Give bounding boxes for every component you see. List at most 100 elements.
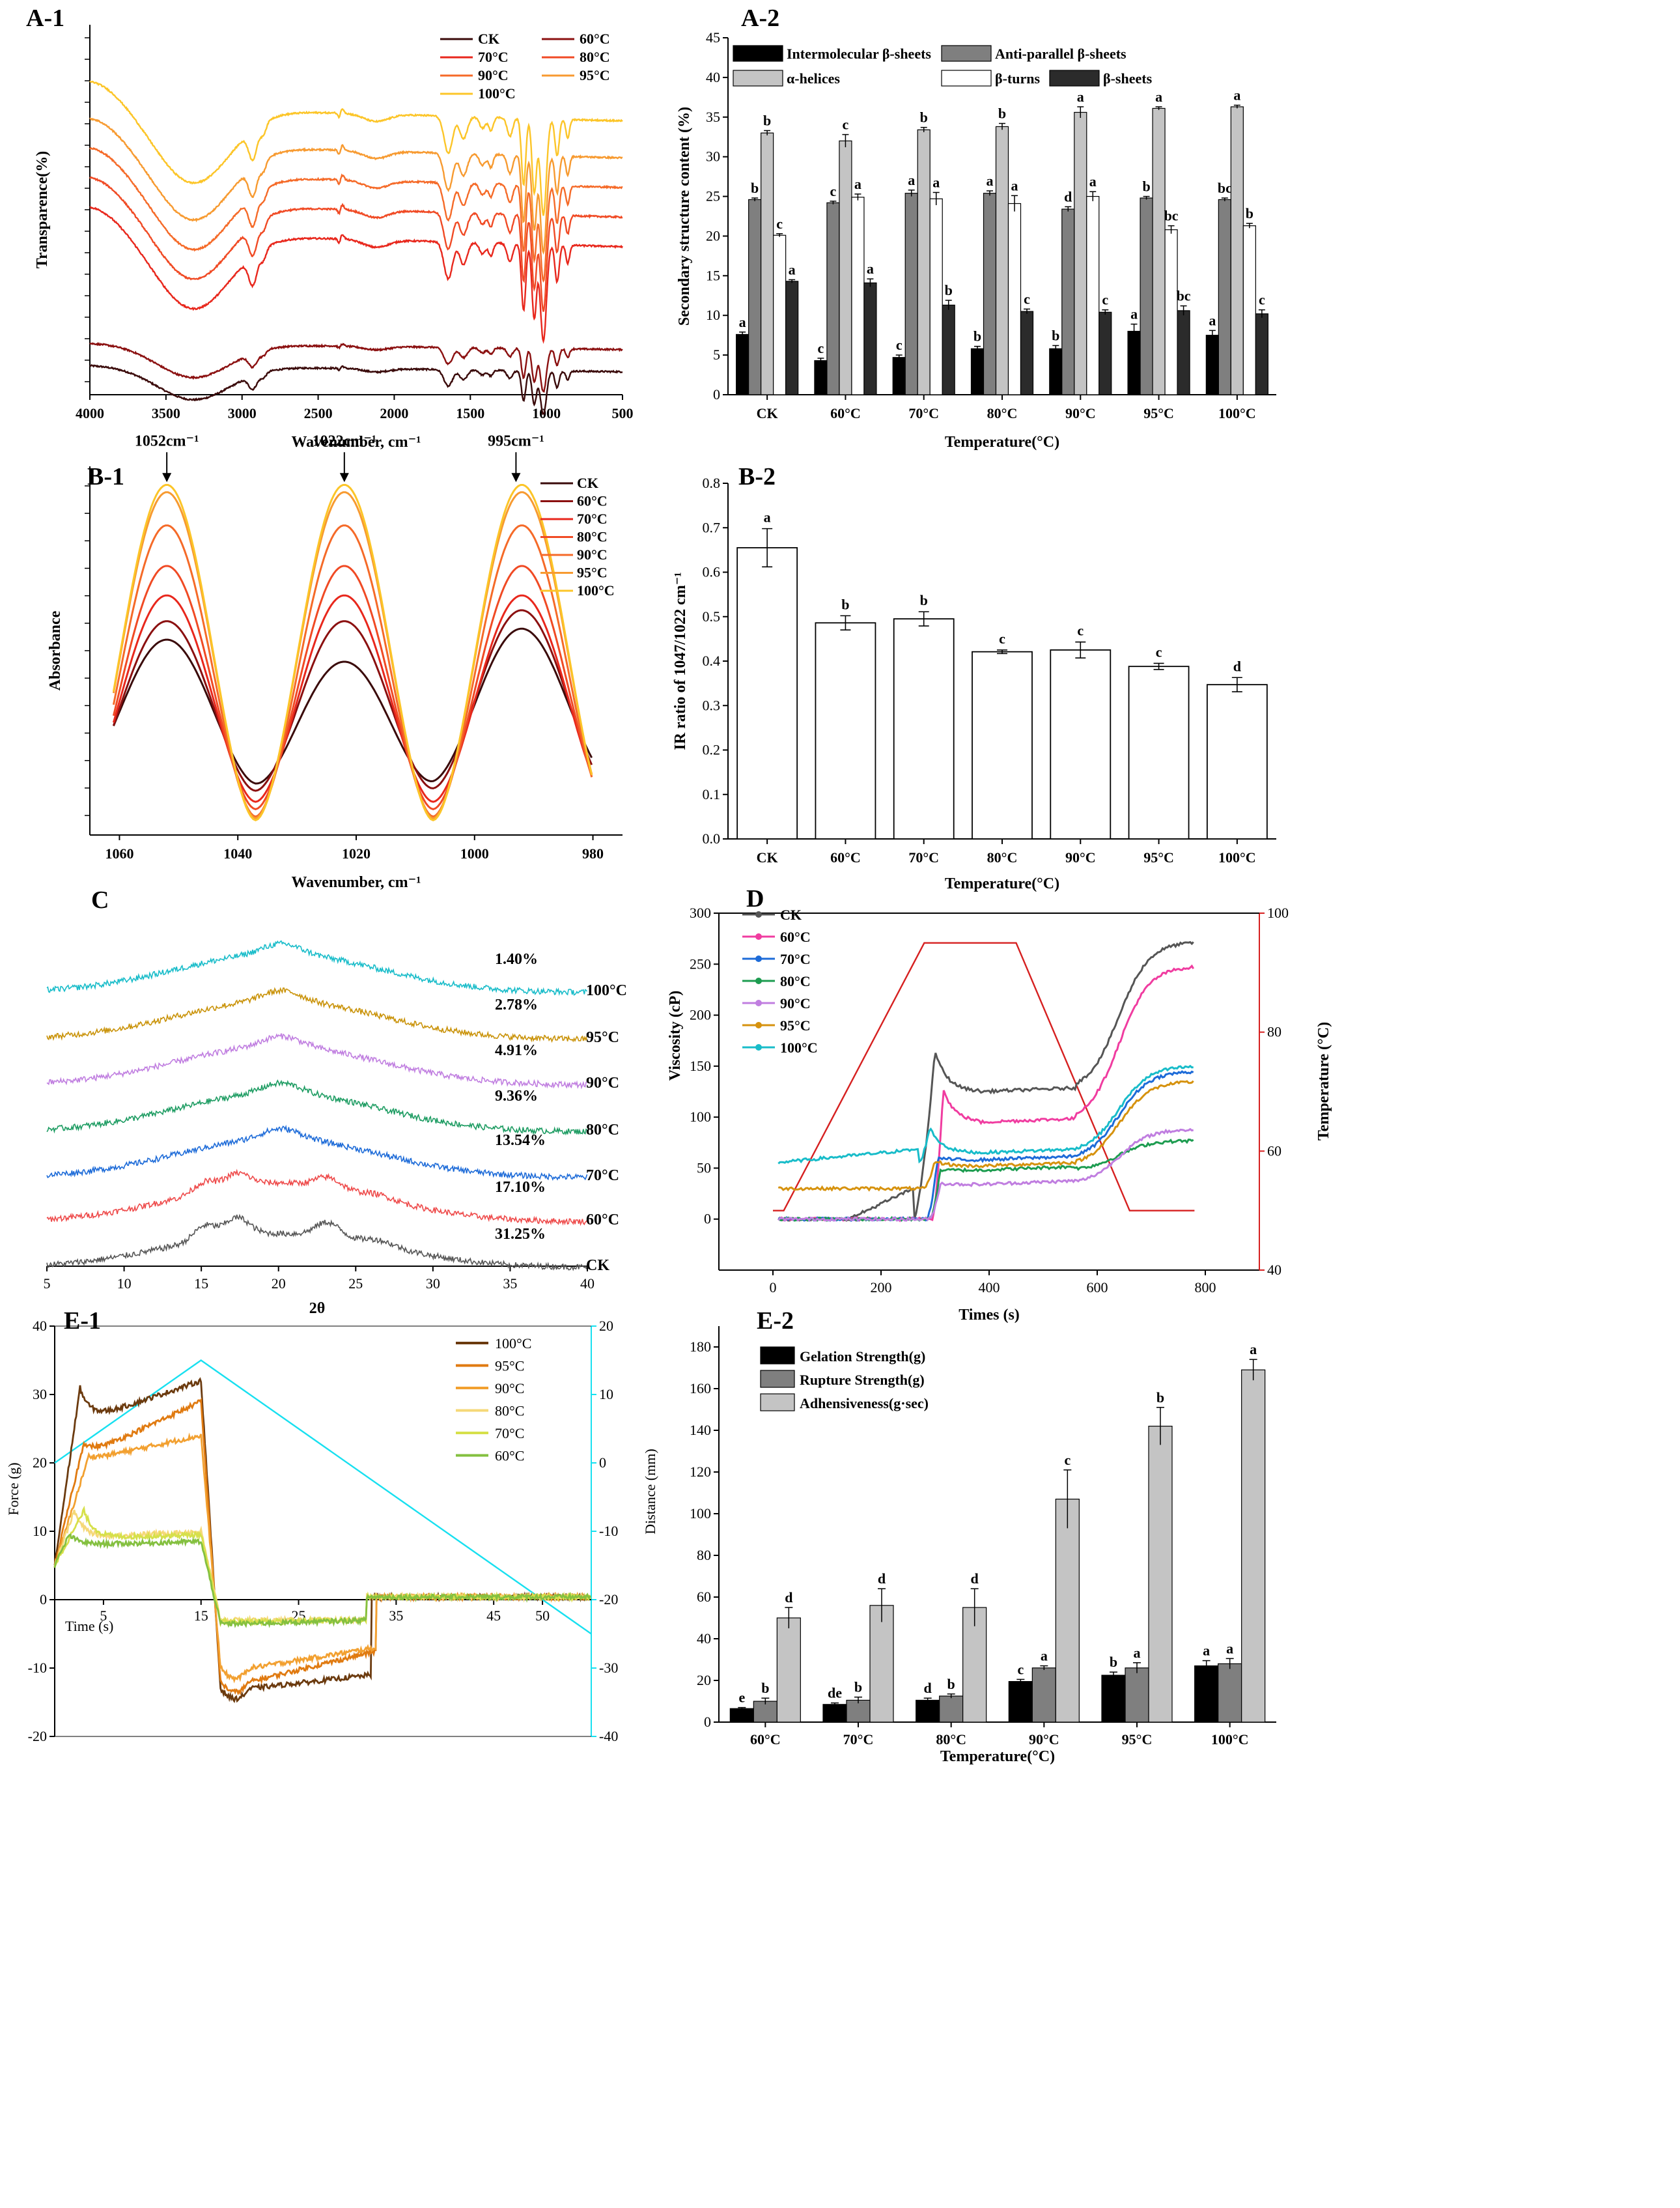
a2-sig-label: a [789,261,796,277]
a2-x-tick-label: 100°C [1218,405,1256,421]
b2-x-tick-label: 95°C [1143,849,1174,866]
a2-legend-label: α-helices [787,70,840,87]
a2-bar [1242,225,1256,395]
a2-bar [970,348,985,395]
c-line-CK [46,1213,588,1271]
a2-legend-label: β-sheets [1103,70,1153,87]
e2-bar [1241,1369,1266,1723]
a1-legend-label: 95°C [580,67,610,83]
c-x-tick-label: 30 [426,1275,440,1292]
e1-line-95°C [53,1397,591,1696]
a2-legend-label: β-turns [995,70,1040,87]
d-legend-marker [755,933,762,940]
a2-sig-label: bc [1177,288,1191,304]
a1-x-tick-label: 3000 [228,405,257,421]
d-y-tick-label: 250 [690,955,711,972]
c-crystallinity-label: 17.10% [495,1179,546,1196]
a1-legend-label: 100°C [478,85,516,102]
a2-bar [1205,335,1219,395]
c-series-label: CK [586,1257,609,1274]
b1-arrow-head [162,473,172,483]
e2-y-tick-label: 120 [690,1464,711,1480]
b2-y-tick-label: 0.8 [703,475,721,491]
b2-y-tick-label: 0.4 [703,653,721,669]
a2-y-tick-label: 15 [706,267,720,283]
e1-y-tick-label: -20 [28,1728,47,1744]
a2-sig-label: c [776,216,783,232]
c-x-tick-label: 15 [194,1275,208,1292]
e2-sig-label: b [947,1676,955,1692]
b2-y-axis-label: IR ratio of 1047/1022 cm⁻¹ [672,572,689,750]
b1-x-tick-label: 1040 [223,845,252,862]
b1-line-60°C [112,609,593,792]
a1-x-axis-label: Wavenumber, cm⁻¹ [292,434,421,451]
b1-x-tick-label: 980 [582,845,604,862]
e2-sig-label: e [738,1690,745,1706]
e2-sig-label: b [761,1680,769,1696]
d-legend-label: CK [780,907,802,923]
a2-sig-label: a [1077,89,1084,105]
a2-y-tick-label: 0 [713,386,720,403]
panel-b1: B-1 1060 1040 1020 1000 980 Wavenumber, cm⁻¹ Ab… [47,432,623,891]
a2-bar [1255,313,1268,395]
d-y2-tick-label: 100 [1267,905,1289,921]
d-y2-tick-label: 80 [1267,1024,1281,1040]
a2-bar [736,333,749,395]
e2-legend-label: Gelation Strength(g) [800,1348,925,1365]
a2-bar [995,126,1009,395]
e2-bar [776,1617,801,1723]
a2-sig-label: c [843,117,849,133]
c-series-label: 70°C [586,1167,619,1184]
e2-bar [1031,1667,1056,1723]
e1-x-tick-label: 35 [389,1607,403,1624]
c-line-95°C [46,987,588,1043]
c-line-70°C [46,1124,588,1182]
a2-bar [917,129,931,395]
e1-legend-label: 95°C [495,1358,524,1374]
a1-y-axis-label: Transparence(%) [34,151,51,268]
a1-legend-label: 70°C [478,49,509,65]
panel-label-c: C [91,886,109,914]
d-y-tick-label: 150 [690,1058,711,1074]
b2-x-tick-label: 80°C [987,849,1018,866]
a2-sig-label: a [867,261,874,277]
e2-y-tick-label: 140 [690,1422,711,1438]
a2-bar [1049,348,1063,395]
e1-x-tick-label: 50 [535,1607,550,1624]
e1-legend-label: 90°C [495,1380,524,1396]
c-x-tick-label: 25 [348,1275,363,1292]
a1-legend-label: 80°C [580,49,610,65]
a2-y-tick-label: 5 [713,347,720,363]
a2-sig-label: c [1024,290,1030,307]
a2-y-tick-label: 45 [706,29,720,46]
e1-y-axis-label: Force (g) [5,1462,21,1515]
e2-x-tick-label: 70°C [843,1731,874,1748]
a2-bar [773,234,787,395]
a2-bar [785,281,799,395]
e1-y2-tick-label: 20 [599,1318,613,1334]
d-line-100°C [777,1064,1194,1165]
panel-e1: E-15 15 25 35 45 50-20-10010203040-40-30-20-1… [5,1307,658,1744]
e1-y-tick-label: 30 [33,1386,47,1402]
panel-a2: A-2 0 5 10 15 20 25 30 35 40 45 Secondary structure… [676,5,1276,451]
a2-y-tick-label: 40 [706,69,720,85]
a2-bar [983,193,997,395]
e1-legend-label: 60°C [495,1448,524,1464]
e1-y-tick-label: 20 [33,1454,47,1471]
e2-sig-label: d [878,1570,886,1587]
c-x-axis-label: 2θ [309,1300,326,1317]
a2-bar [1140,197,1153,395]
a2-y-tick-label: 35 [706,109,720,125]
a2-bar [942,304,955,395]
d-y-tick-label: 50 [697,1159,711,1176]
a2-x-tick-label: 60°C [830,405,861,421]
e2-y-tick-label: 60 [697,1589,711,1605]
e2-x-tick-label: 80°C [936,1731,966,1748]
b2-y-tick-label: 0.7 [703,519,721,535]
a2-bar [929,198,943,395]
b2-bar [893,618,955,840]
b2-x-axis-label: Temperature(°C) [945,875,1059,892]
c-crystallinity-label: 2.78% [495,997,538,1013]
e1-line-90°C [53,1432,591,1684]
